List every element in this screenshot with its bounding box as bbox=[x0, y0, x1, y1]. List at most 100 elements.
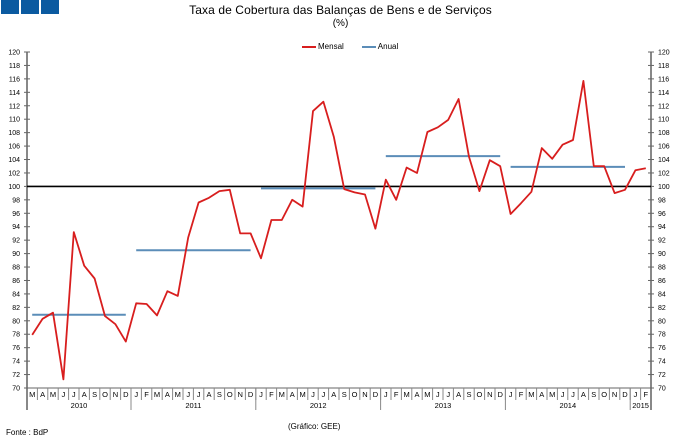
tick-label: 72 bbox=[12, 372, 20, 379]
year-label: 2012 bbox=[310, 401, 327, 410]
month-label: N bbox=[612, 390, 617, 399]
tick-label: 84 bbox=[658, 291, 666, 298]
month-label: F bbox=[394, 390, 399, 399]
month-label: J bbox=[186, 390, 190, 399]
tick-label: 112 bbox=[658, 103, 669, 110]
logo-block bbox=[21, 0, 39, 14]
month-label: F bbox=[269, 390, 274, 399]
tick-label: 78 bbox=[12, 332, 20, 339]
month-label: A bbox=[331, 390, 336, 399]
tick-label: 116 bbox=[9, 76, 20, 83]
month-label: D bbox=[373, 390, 379, 399]
month-label: D bbox=[248, 390, 254, 399]
y-axis-right: 70 72 74 76 78 80 82 84 86 88 90 92 94 96 98 100 102 104 1… bbox=[648, 50, 670, 410]
month-label: J bbox=[134, 390, 138, 399]
month-label: S bbox=[217, 390, 222, 399]
chart-subtitle: (%) bbox=[332, 18, 349, 29]
month-label: M bbox=[549, 390, 555, 399]
month-label: J bbox=[259, 390, 263, 399]
month-label: M bbox=[424, 390, 430, 399]
tick-label: 88 bbox=[12, 265, 20, 272]
tick-label: 114 bbox=[9, 90, 20, 97]
tick-label: 110 bbox=[9, 117, 20, 124]
legend-item-mensal: Mensal bbox=[302, 42, 344, 51]
month-label: M bbox=[175, 390, 181, 399]
month-label: N bbox=[237, 390, 242, 399]
month-label: J bbox=[384, 390, 388, 399]
month-label: O bbox=[476, 390, 482, 399]
month-label: A bbox=[40, 390, 45, 399]
month-label: F bbox=[144, 390, 149, 399]
tick-label: 90 bbox=[12, 251, 20, 258]
month-label: S bbox=[342, 390, 347, 399]
tick-label: 80 bbox=[12, 318, 20, 325]
month-label: M bbox=[50, 390, 56, 399]
month-label: A bbox=[456, 390, 461, 399]
logo-block bbox=[1, 0, 19, 14]
month-label: M bbox=[279, 390, 285, 399]
month-label: O bbox=[601, 390, 607, 399]
month-label: J bbox=[446, 390, 450, 399]
month-label: A bbox=[414, 390, 419, 399]
month-label: A bbox=[165, 390, 170, 399]
tick-label: 90 bbox=[658, 251, 666, 258]
tick-label: 98 bbox=[658, 197, 666, 204]
month-label: N bbox=[113, 390, 118, 399]
month-label: A bbox=[206, 390, 211, 399]
month-label: J bbox=[197, 390, 201, 399]
series-mensal bbox=[31, 80, 646, 381]
legend-label-anual: Anual bbox=[377, 42, 399, 51]
tick-label: 94 bbox=[658, 224, 666, 231]
month-label: J bbox=[561, 390, 565, 399]
chart-credit: (Gráfico: GEE) bbox=[288, 422, 341, 431]
month-label: J bbox=[436, 390, 440, 399]
legend-swatch-mensal bbox=[302, 45, 316, 48]
tick-label: 86 bbox=[12, 278, 20, 285]
tick-label: 108 bbox=[658, 130, 670, 137]
tick-label: 80 bbox=[658, 318, 666, 325]
tick-label: 70 bbox=[12, 386, 20, 393]
month-label: J bbox=[322, 390, 326, 399]
month-label: O bbox=[352, 390, 358, 399]
tick-label: 112 bbox=[9, 103, 20, 110]
month-label: S bbox=[92, 390, 97, 399]
tick-label: 88 bbox=[658, 265, 666, 272]
month-label: N bbox=[487, 390, 492, 399]
tick-label: 110 bbox=[658, 117, 669, 124]
legend-swatch-anual bbox=[361, 45, 376, 48]
chart-title: Taxa de Cobertura das Balanças de Bens e… bbox=[189, 3, 492, 17]
tick-label: 116 bbox=[658, 76, 669, 83]
month-label: A bbox=[82, 390, 87, 399]
tick-label: 78 bbox=[658, 332, 666, 339]
tick-label: 108 bbox=[8, 130, 20, 137]
logo bbox=[1, 0, 59, 14]
tick-label: 96 bbox=[658, 211, 666, 218]
tick-label: 82 bbox=[658, 305, 666, 312]
tick-label: 74 bbox=[12, 359, 20, 366]
month-label: J bbox=[509, 390, 513, 399]
month-label: D bbox=[123, 390, 129, 399]
month-label: A bbox=[581, 390, 586, 399]
month-label: O bbox=[227, 390, 233, 399]
month-label: N bbox=[362, 390, 367, 399]
month-label: F bbox=[519, 390, 524, 399]
legend-item-anual: Anual bbox=[361, 42, 399, 51]
month-label: A bbox=[539, 390, 544, 399]
tick-label: 92 bbox=[658, 238, 666, 245]
tick-label: 76 bbox=[12, 345, 20, 352]
tick-label: 94 bbox=[12, 224, 20, 231]
legend: Mensal Anual bbox=[302, 42, 416, 51]
tick-label: 120 bbox=[8, 50, 20, 57]
legend-label-mensal: Mensal bbox=[318, 42, 344, 51]
month-label: A bbox=[290, 390, 295, 399]
tick-label: 98 bbox=[12, 197, 20, 204]
tick-label: 76 bbox=[658, 345, 666, 352]
year-label: 2013 bbox=[435, 401, 452, 410]
month-label: M bbox=[528, 390, 534, 399]
logo-block bbox=[41, 0, 59, 14]
month-label: J bbox=[311, 390, 315, 399]
tick-label: 114 bbox=[658, 90, 669, 97]
y-axis-left: 70 72 74 76 78 80 82 84 86 88 90 92 94 96 98 100 102 104 1… bbox=[8, 50, 30, 410]
